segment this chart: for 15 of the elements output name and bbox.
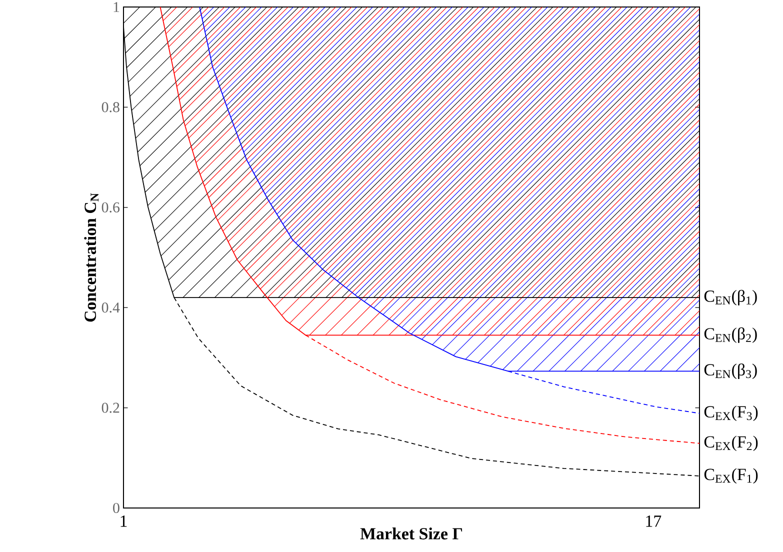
- x-axis-title: Market Size Γ: [360, 528, 462, 540]
- y-tick-label: 0.8: [102, 102, 120, 112]
- y-tick-label: 0.4: [102, 302, 120, 313]
- y-tick-label: 1: [114, 2, 120, 12]
- text: C$_{EN}$(β$_{2}$): [704, 327, 757, 343]
- y-tick-label: 0: [113, 502, 120, 514]
- x-tick-label: 17: [646, 516, 662, 527]
- text: C$_{EN}$(β$_{1}$): [704, 290, 757, 306]
- text: C$_{EX}$(F$_{1}$): [704, 468, 758, 484]
- text: C$_{EX}$(F$_{3}$): [704, 406, 758, 421]
- text: C$_{EX}$(F$_{2}$): [704, 436, 758, 452]
- y-axis-title: Concentration C$_{N}$: [84, 193, 98, 322]
- text: C$_{EN}$(β$_{3}$): [704, 363, 757, 379]
- y-tick-label: 0.2: [102, 402, 120, 413]
- y-tick-label: 0.6: [102, 202, 120, 212]
